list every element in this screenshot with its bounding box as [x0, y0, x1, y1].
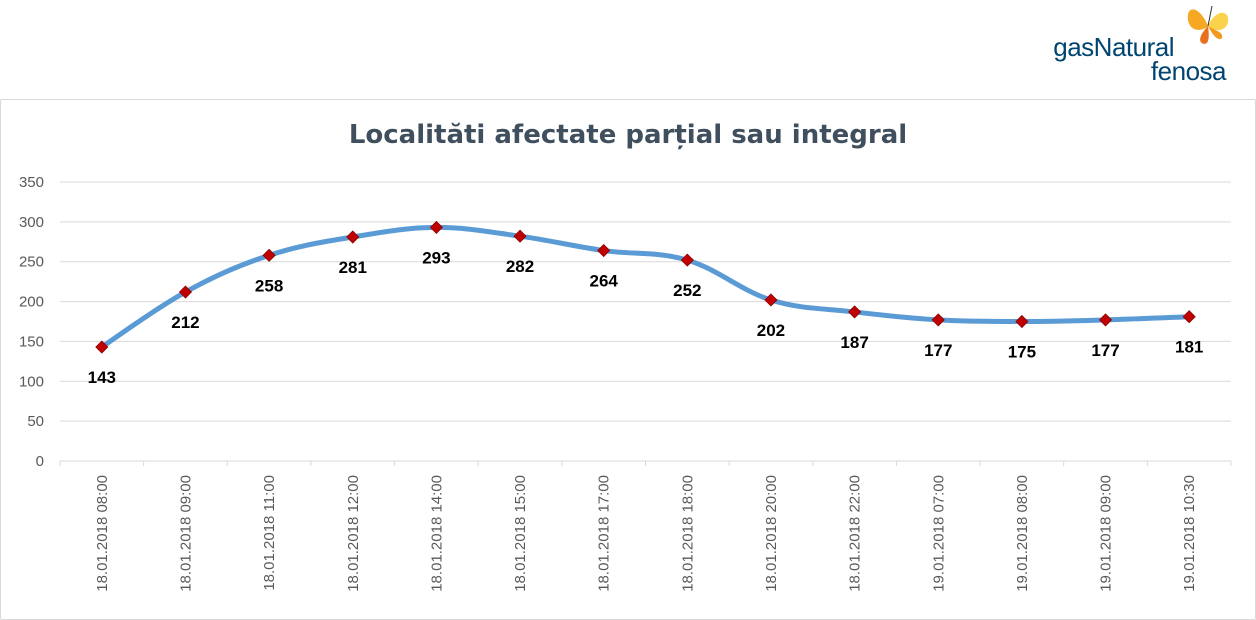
data-label: 181	[1175, 338, 1203, 357]
data-label: 177	[924, 341, 952, 360]
butterfly-logo-icon	[1187, 5, 1229, 44]
data-label: 258	[255, 276, 283, 295]
data-label: 252	[673, 281, 701, 300]
logo-text-gasnatural: gasNatural	[1053, 32, 1174, 62]
data-point-marker	[429, 220, 443, 235]
x-tick-label: 18.01.2018 18:00	[679, 475, 696, 592]
data-label: 143	[88, 368, 116, 387]
data-point-marker	[95, 340, 109, 354]
y-tick-label: 0	[36, 453, 44, 470]
data-point-marker	[764, 293, 778, 307]
data-point-marker	[346, 230, 360, 244]
x-tick-label: 18.01.2018 11:00	[261, 475, 278, 591]
data-point-marker	[1015, 314, 1029, 329]
data-point-marker	[1098, 313, 1113, 327]
data-label: 187	[840, 333, 868, 352]
x-tick-label: 18.01.2018 17:00	[596, 475, 613, 592]
y-tick-label: 150	[19, 333, 44, 350]
x-tick-label: 18.01.2018 09:00	[177, 475, 194, 592]
data-point-marker	[1182, 310, 1196, 324]
data-point-marker	[848, 305, 862, 319]
data-point-marker	[178, 285, 193, 299]
x-tick-label: 18.01.2018 08:00	[94, 475, 111, 592]
y-tick-label: 200	[19, 294, 44, 311]
data-label: 281	[339, 258, 367, 277]
logo-text-fenosa: fenosa	[1150, 56, 1227, 86]
data-label: 177	[1091, 341, 1119, 360]
data-point-marker	[931, 313, 945, 327]
x-tick-label: 18.01.2018 14:00	[428, 475, 445, 592]
x-tick-label: 19.01.2018 09:00	[1098, 475, 1115, 592]
y-tick-label: 350	[19, 174, 44, 191]
data-label: 175	[1008, 343, 1036, 362]
y-tick-label: 250	[19, 254, 44, 271]
x-tick-label: 18.01.2018 20:00	[763, 475, 780, 592]
x-tick-label: 18.01.2018 15:00	[512, 475, 529, 592]
chart-frame	[0, 99, 1256, 620]
y-tick-label: 50	[27, 413, 44, 430]
data-label: 293	[422, 248, 450, 267]
brand-logo: gasNatural fenosa	[1034, 2, 1234, 90]
y-tick-label: 300	[19, 214, 44, 231]
chart-title: Localităti afectate parțial sau integral	[348, 120, 908, 150]
x-tick-label: 19.01.2018 07:00	[930, 475, 947, 592]
data-point-marker	[597, 243, 611, 258]
data-label: 212	[171, 313, 199, 332]
data-point-marker	[262, 248, 276, 262]
data-label: 202	[757, 321, 785, 340]
x-tick-label: 19.01.2018 10:30	[1181, 475, 1198, 592]
data-point-marker	[513, 229, 527, 243]
y-tick-label: 100	[19, 373, 44, 390]
data-label: 282	[506, 257, 534, 276]
x-tick-label: 19.01.2018 08:00	[1014, 475, 1031, 592]
x-tick-label: 18.01.2018 12:00	[345, 475, 362, 592]
x-tick-label: 18.01.2018 22:00	[847, 475, 864, 592]
data-point-marker	[680, 253, 694, 267]
data-label: 264	[589, 272, 618, 291]
